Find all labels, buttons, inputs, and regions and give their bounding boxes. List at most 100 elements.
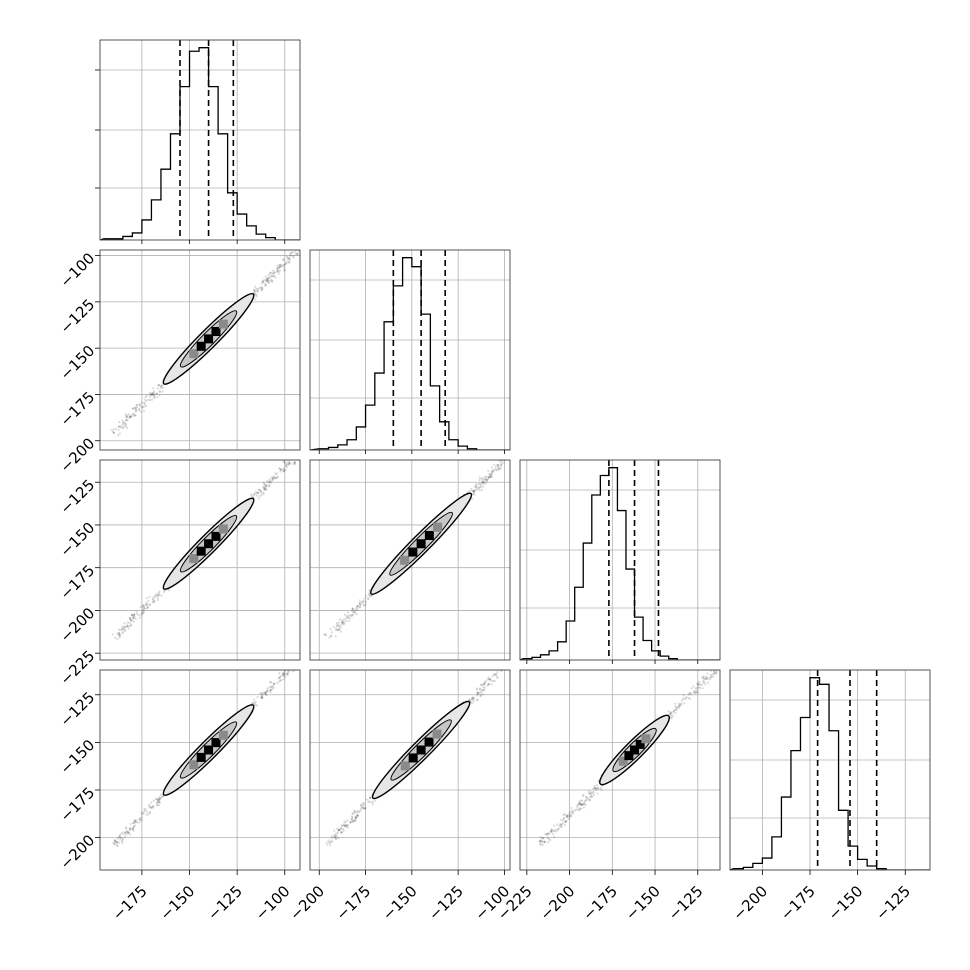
scatter-point [283, 269, 286, 272]
scatter-point [262, 491, 265, 494]
scatter-point [287, 460, 290, 463]
scatter-point [512, 655, 514, 657]
scatter-point [550, 828, 553, 832]
scatter-point [135, 610, 138, 613]
scatter-point [270, 685, 273, 688]
scatter-point [142, 812, 145, 815]
scatter-point [293, 451, 295, 453]
scatter-point [515, 449, 517, 451]
scatter-point [350, 614, 353, 618]
scatter-point [351, 607, 354, 610]
scatter-point [496, 667, 498, 669]
scatter-point [121, 841, 124, 844]
scatter-point [354, 608, 357, 611]
scatter-point [259, 692, 262, 695]
scatter-point [264, 284, 267, 287]
scatter-point [565, 814, 568, 817]
scatter-point [589, 792, 593, 795]
scatter-point [349, 820, 352, 824]
scatter-point [140, 614, 143, 617]
scatter-point [595, 784, 599, 787]
scatter-point [506, 665, 508, 667]
scatter-point [115, 841, 119, 844]
scatter-point [282, 460, 285, 462]
scatter-point [124, 831, 127, 835]
scatter-point [507, 667, 509, 669]
scatter-point [270, 476, 273, 479]
scatter-point [293, 461, 296, 464]
scatter-point [274, 476, 277, 479]
scatter-point [714, 668, 716, 670]
scatter-point [555, 830, 558, 833]
scatter-point [339, 831, 343, 834]
scatter-point [689, 691, 692, 695]
scatter-point [260, 287, 264, 290]
scatter-point [357, 814, 360, 817]
scatter-point [692, 691, 695, 694]
scatter-point [162, 590, 165, 594]
scatter-point [369, 796, 372, 800]
scatter-point [286, 672, 289, 675]
panel-frame [99, 669, 301, 871]
scatter-point [687, 696, 690, 700]
scatter-point [156, 396, 159, 399]
scatter-point [343, 824, 346, 828]
scatter-point [491, 675, 494, 678]
scatter-point [157, 383, 160, 387]
scatter-point [481, 481, 484, 484]
scatter-point [158, 394, 161, 397]
scatter-point [500, 670, 503, 672]
scatter-point [299, 244, 301, 246]
scatter-point [479, 486, 482, 489]
scatter-point [346, 823, 349, 827]
scatter-point [300, 450, 302, 452]
scatter-point [488, 678, 491, 681]
scatter-point [485, 475, 488, 478]
scatter-point [258, 488, 261, 491]
scatter-point [123, 628, 126, 631]
scatter-point [122, 833, 125, 836]
scatter-point [120, 627, 124, 630]
scatter-point [152, 390, 156, 393]
scatter-point [337, 837, 340, 840]
scatter-point [285, 255, 289, 259]
scatter-point [126, 624, 129, 628]
scatter-point [580, 807, 583, 810]
density-block [624, 751, 634, 761]
scatter-point [590, 790, 593, 794]
scatter-point [360, 603, 363, 606]
scatter-point [490, 470, 493, 473]
scatter-point [123, 622, 126, 625]
scatter-point [290, 666, 292, 668]
scatter-point [290, 457, 292, 459]
scatter-point [256, 491, 260, 495]
scatter-point [480, 488, 483, 492]
scatter-point [339, 827, 342, 830]
scatter-point [484, 482, 487, 485]
scatter-point [507, 663, 509, 665]
scatter-point [342, 829, 345, 832]
scatter-point [354, 816, 357, 819]
scatter-point [328, 841, 331, 844]
scatter-point [260, 694, 264, 697]
scatter-point [264, 488, 267, 491]
panels-layer: −100−125−150−175−200−125−150−175−200−225… [57, 39, 931, 924]
scatter-point [475, 485, 478, 489]
scatter-point [284, 468, 287, 471]
x-tick-label: −125 [204, 882, 246, 924]
scatter-point [490, 472, 494, 476]
scatter-point [346, 616, 349, 619]
scatter-point [125, 419, 128, 422]
scatter-point [472, 490, 475, 493]
scatter-point [148, 391, 152, 394]
histogram-panel-3 [520, 460, 720, 660]
scatter-point [159, 386, 163, 389]
scatter-point [269, 688, 272, 692]
scatter-point [301, 656, 303, 658]
scatter-point [264, 275, 267, 278]
scatter-point [156, 799, 160, 802]
scatter-point [716, 663, 718, 665]
scatter-point [358, 810, 362, 813]
scatter-point [280, 468, 283, 471]
scatter-point [281, 468, 285, 471]
